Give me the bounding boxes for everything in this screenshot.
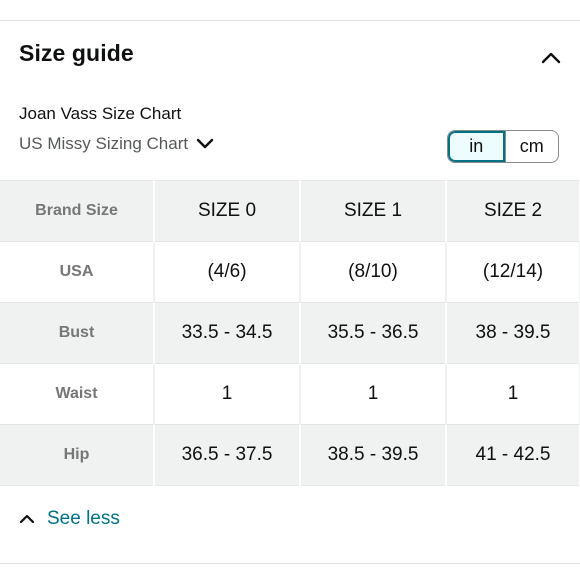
- see-less-label: See less: [47, 508, 120, 529]
- table-row: Waist 1 1 1: [0, 363, 580, 425]
- size-table: Brand Size SIZE 0 SIZE 1 SIZE 2 USA (4/6…: [0, 180, 580, 486]
- table-cell: 38.5 - 39.5: [300, 424, 447, 486]
- bottom-divider: [0, 563, 580, 564]
- table-cell: 33.5 - 34.5: [154, 302, 301, 364]
- table-cell: (12/14): [446, 241, 580, 303]
- row-label: Waist: [0, 363, 155, 425]
- table-row: Bust 33.5 - 34.5 35.5 - 36.5 38 - 39.5: [0, 302, 580, 364]
- column-header: SIZE 2: [446, 180, 580, 242]
- table-cell: 35.5 - 36.5: [300, 302, 447, 364]
- table-cell: 1: [154, 363, 301, 425]
- chevron-up-icon: [541, 52, 561, 64]
- chevron-down-icon: [196, 138, 214, 149]
- brand-size-header: Brand Size: [0, 180, 155, 242]
- unit-toggle: in cm: [447, 130, 559, 163]
- table-cell: 36.5 - 37.5: [154, 424, 301, 486]
- table-row: USA (4/6) (8/10) (12/14): [0, 241, 580, 303]
- table-cell: (8/10): [300, 241, 447, 303]
- row-label: Bust: [0, 302, 155, 364]
- row-label: USA: [0, 241, 155, 303]
- see-less-link[interactable]: See less: [19, 506, 120, 532]
- brand-chart-label: Joan Vass Size Chart: [19, 104, 182, 123]
- table-cell: 1: [300, 363, 447, 425]
- table-cell: 38 - 39.5: [446, 302, 580, 364]
- top-divider: [0, 20, 580, 21]
- unit-in-button[interactable]: in: [448, 131, 505, 162]
- table-row: Hip 36.5 - 37.5 38.5 - 39.5 41 - 42.5: [0, 424, 580, 486]
- row-label: Hip: [0, 424, 155, 486]
- sizing-chart-label: US Missy Sizing Chart: [19, 134, 189, 153]
- collapse-button[interactable]: [536, 44, 566, 72]
- chevron-up-icon: [19, 514, 35, 524]
- column-header: SIZE 1: [300, 180, 447, 242]
- table-cell: 41 - 42.5: [446, 424, 580, 486]
- table-header-row: Brand Size SIZE 0 SIZE 1 SIZE 2: [0, 180, 580, 242]
- table-cell: (4/6): [154, 241, 301, 303]
- sizing-chart-dropdown[interactable]: US Missy Sizing Chart: [19, 133, 214, 155]
- unit-cm-button[interactable]: cm: [504, 131, 559, 162]
- table-cell: 1: [446, 363, 580, 425]
- size-guide-title: Size guide: [19, 40, 134, 66]
- column-header: SIZE 0: [154, 180, 301, 242]
